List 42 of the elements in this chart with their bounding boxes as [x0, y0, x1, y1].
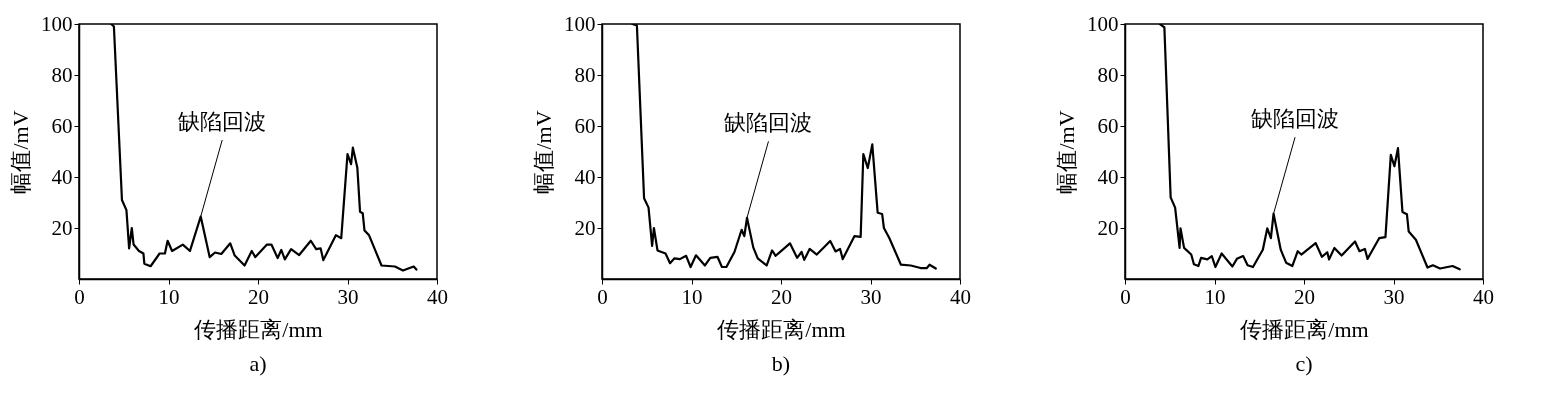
x-axis-title: 传播距离/mm: [194, 316, 323, 342]
y-tick-label: 60: [574, 113, 596, 138]
text: a): [249, 351, 267, 376]
y-tick-label: 80: [51, 62, 73, 87]
y-tick-label: 40: [1097, 164, 1119, 189]
x-tick-label: 0: [597, 284, 608, 309]
y-tick-label: 100: [41, 11, 73, 36]
y-tick-label: 100: [564, 11, 596, 36]
y-tick-label: 100: [1087, 11, 1119, 36]
y-axis-title: 幅值/mV: [1054, 110, 1079, 194]
y-axis-title: 幅值/mV: [8, 110, 33, 194]
x-tick-label: 0: [1120, 284, 1131, 309]
x-axis-title: 传播距离/mm: [1240, 316, 1369, 342]
x-tick-label: 30: [1383, 284, 1405, 309]
x-tick-label: 40: [427, 284, 448, 309]
x-tick-label: 30: [337, 284, 359, 309]
y-tick-label: 80: [574, 62, 596, 87]
y-tick-label: 20: [574, 215, 596, 240]
x-tick-label: 20: [248, 284, 269, 309]
y-tick-label: 60: [51, 113, 73, 138]
x-tick-label: 0: [74, 284, 85, 309]
annotation: 缺陷回波: [1251, 106, 1340, 132]
x-tick-label: 10: [158, 284, 180, 309]
x-tick-label: 10: [1204, 284, 1226, 309]
x-tick-label: 40: [1473, 284, 1494, 309]
text: c): [1295, 351, 1313, 376]
y-tick-label: 40: [51, 164, 73, 189]
y-tick-label: 20: [51, 215, 73, 240]
x-axis-title: 传播距离/mm: [717, 316, 846, 342]
y-tick-label: 80: [1097, 62, 1119, 87]
x-tick-label: 20: [1294, 284, 1315, 309]
y-axis-title: 幅值/mV: [531, 110, 556, 194]
x-tick-label: 10: [681, 284, 703, 309]
y-tick-label: 60: [1097, 113, 1119, 138]
text: b): [771, 351, 791, 376]
y-tick-label: 40: [574, 164, 596, 189]
annotation: 缺陷回波: [178, 109, 267, 135]
annotation: 缺陷回波: [724, 110, 813, 136]
x-tick-label: 20: [771, 284, 792, 309]
x-tick-label: 30: [860, 284, 882, 309]
x-tick-label: 40: [950, 284, 971, 309]
y-tick-label: 20: [1097, 215, 1119, 240]
